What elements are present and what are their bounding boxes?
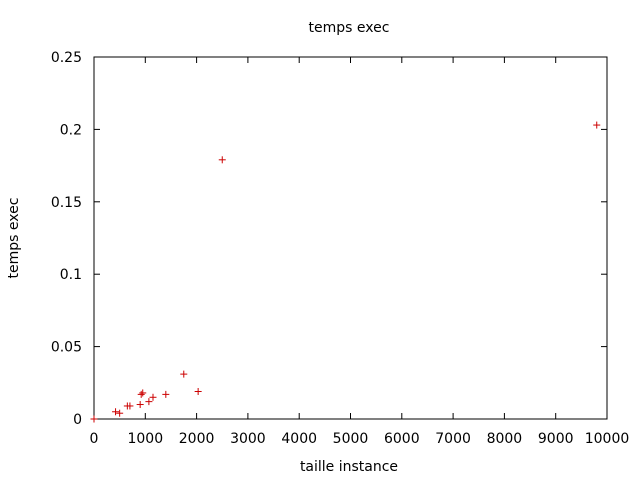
x-tick-label: 8000 xyxy=(487,431,523,447)
data-point xyxy=(180,370,188,378)
x-tick-label: 5000 xyxy=(333,431,369,447)
chart-title: temps exec xyxy=(309,20,390,36)
data-point xyxy=(593,121,601,129)
x-tick-label: 10000 xyxy=(585,431,630,447)
data-point xyxy=(116,409,124,417)
plot-area xyxy=(93,56,608,420)
y-tick-label: 0 xyxy=(73,412,82,428)
x-tick-label: 2000 xyxy=(179,431,215,447)
y-axis: 0 0.05 0.1 0.15 0.2 0.25 xyxy=(51,50,607,428)
x-tick-label: 0 xyxy=(90,431,99,447)
data-point xyxy=(136,401,144,409)
data-points xyxy=(90,121,601,423)
data-point xyxy=(162,390,170,398)
data-point xyxy=(137,390,145,398)
y-tick-label: 0.25 xyxy=(51,50,82,66)
y-tick-label: 0.1 xyxy=(60,267,82,283)
x-tick-label: 1000 xyxy=(127,431,163,447)
data-point xyxy=(126,402,134,410)
data-point xyxy=(149,393,157,401)
y-tick-label: 0.05 xyxy=(51,340,82,356)
y-tick-label: 0.15 xyxy=(51,195,82,211)
x-tick-label: 4000 xyxy=(281,431,317,447)
x-tick-label: 9000 xyxy=(538,431,574,447)
y-axis-label: temps exec xyxy=(6,198,22,279)
x-tick-label: 6000 xyxy=(384,431,420,447)
x-tick-label: 3000 xyxy=(230,431,266,447)
data-point xyxy=(194,387,202,395)
data-point xyxy=(139,389,147,397)
data-point xyxy=(90,415,98,423)
data-point xyxy=(145,398,153,406)
x-axis: 0 1000 2000 3000 4000 5000 6000 7000 8000 9000 100… xyxy=(90,57,630,447)
data-point xyxy=(218,156,226,164)
x-axis-label: taille instance xyxy=(300,459,398,475)
x-tick-label: 7000 xyxy=(435,431,471,447)
data-point xyxy=(112,408,120,416)
y-tick-label: 0.2 xyxy=(60,122,82,138)
